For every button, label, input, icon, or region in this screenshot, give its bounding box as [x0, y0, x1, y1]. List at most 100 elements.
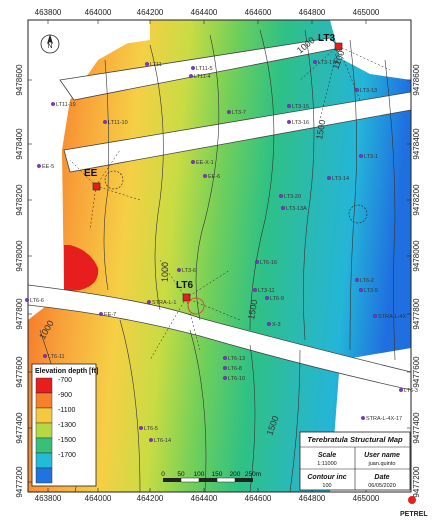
contour-inc-label: Contour inc — [307, 474, 346, 481]
well-marker[interactable] — [287, 120, 291, 124]
well-label: LT3-1 — [364, 154, 378, 160]
scale-tick-label: 50 — [177, 471, 185, 478]
no-data-area — [28, 20, 150, 320]
well-marker[interactable] — [313, 60, 317, 64]
well-marker[interactable] — [223, 376, 227, 380]
x-tick-label: 463800 — [35, 8, 62, 17]
well-label: LT6-9 — [270, 296, 284, 302]
well-label: LT11-5 — [196, 66, 213, 72]
target-circle-icon — [187, 297, 205, 315]
y-tick-label-right: 9478600 — [412, 64, 421, 96]
well-ee-label: EE — [84, 168, 98, 179]
well-marker[interactable] — [361, 416, 365, 420]
well-marker[interactable] — [203, 174, 207, 178]
well-marker[interactable] — [25, 298, 29, 302]
well-marker[interactable] — [287, 104, 291, 108]
well-label: LT6-16 — [260, 260, 277, 266]
well-label: LT3-5 — [364, 288, 378, 294]
well-marker[interactable] — [103, 120, 107, 124]
legend-swatch — [35, 452, 53, 469]
well-marker[interactable] — [191, 160, 195, 164]
well-lt6-marker[interactable] — [182, 293, 191, 302]
x-tick-label: 464000 — [85, 8, 112, 17]
well-label: LT3-6 — [182, 268, 196, 274]
well-marker[interactable] — [267, 322, 271, 326]
well-marker[interactable] — [355, 278, 359, 282]
well-label: LT3-11 — [258, 288, 275, 294]
x-tick-label: 464600 — [245, 8, 272, 17]
well-marker[interactable] — [43, 354, 47, 358]
legend-swatch — [35, 467, 53, 484]
well-lt3-label: LT3 — [318, 33, 335, 44]
x-tick-label: 464400 — [191, 8, 218, 17]
well-label: LT3-15 — [292, 104, 309, 110]
well-lt3-marker[interactable] — [334, 42, 343, 51]
y-tick-label: 9477800 — [15, 298, 24, 330]
scale-tick-label: 200 — [230, 471, 241, 478]
legend-label: -900 — [58, 392, 72, 399]
well-label: LT6-6 — [30, 298, 44, 304]
legend-label: -1300 — [58, 422, 76, 429]
well-labels: LT11-5 LT11-4 LT11 LT11-19 LT11-10 EE-5 LT3-7 L… — [25, 60, 418, 444]
well-marker[interactable] — [51, 102, 55, 106]
well-label: LT3-20 — [284, 194, 301, 200]
north-arrow-icon: N — [40, 34, 60, 54]
well-ee-marker[interactable] — [92, 182, 101, 191]
well-label: LT11-10 — [108, 120, 128, 126]
well-lt6-label: LT6 — [176, 280, 193, 291]
well-marker[interactable] — [189, 74, 193, 78]
well-marker[interactable] — [139, 426, 143, 430]
well-marker[interactable] — [255, 260, 259, 264]
x-tick-label: 464800 — [299, 8, 326, 17]
date-label: Date — [374, 474, 389, 481]
well-label: LT6-13 — [228, 356, 245, 362]
well-label: EE-7 — [104, 312, 116, 318]
well-marker[interactable] — [359, 288, 363, 292]
well-marker[interactable] — [359, 154, 363, 158]
well-marker[interactable] — [399, 388, 403, 392]
well-marker[interactable] — [227, 110, 231, 114]
x-tick-label: 464600 — [245, 494, 272, 503]
contour-inc-value: 100 — [322, 483, 331, 489]
y-tick-label-right: 9477800 — [412, 298, 421, 330]
well-label: STRA-L-4X — [378, 314, 406, 320]
well-marker[interactable] — [281, 206, 285, 210]
well-label: LT6-5 — [144, 426, 158, 432]
well-marker[interactable] — [99, 312, 103, 316]
x-tick-label: 464400 — [191, 494, 218, 503]
well-marker[interactable] — [177, 268, 181, 272]
well-marker[interactable] — [149, 438, 153, 442]
legend-swatch — [35, 392, 53, 409]
well-label: LT6-14 — [154, 438, 171, 444]
well-marker[interactable] — [191, 66, 195, 70]
well-label: LT3-13 — [360, 88, 377, 94]
well-label: EE-5 — [42, 164, 54, 170]
fault-south — [28, 284, 411, 391]
well-marker[interactable] — [265, 296, 269, 300]
legend-title: Elevation depth [ft] — [35, 368, 98, 375]
logo-text: PETREL — [400, 511, 428, 518]
structure-high — [64, 245, 99, 292]
well-marker[interactable] — [279, 194, 283, 198]
scale-value: 1:11000 — [317, 461, 336, 467]
well-marker[interactable] — [327, 176, 331, 180]
petrel-logo: PETREL — [400, 496, 428, 518]
well-marker[interactable] — [223, 366, 227, 370]
petrel-logo-icon — [408, 496, 416, 504]
well-marker[interactable] — [145, 62, 149, 66]
y-tick-label-right: 9477600 — [412, 356, 421, 388]
well-marker[interactable] — [37, 164, 41, 168]
y-tick-label-right: 9478400 — [412, 128, 421, 160]
contour-label: 1500 — [314, 119, 327, 140]
y-tick-label: 9477200 — [15, 466, 24, 498]
well-marker[interactable] — [355, 88, 359, 92]
y-axis-ticks: 9478600 9478400 9478200 9478000 9477800 94776… — [15, 64, 32, 498]
legend-label: -1100 — [58, 407, 75, 414]
major-wells: EE LT6 LT3 — [84, 33, 368, 315]
well-marker[interactable] — [253, 288, 257, 292]
well-marker[interactable] — [223, 356, 227, 360]
well-marker[interactable] — [147, 300, 151, 304]
contour-label: 1500 — [246, 299, 259, 320]
well-marker[interactable] — [373, 314, 377, 318]
